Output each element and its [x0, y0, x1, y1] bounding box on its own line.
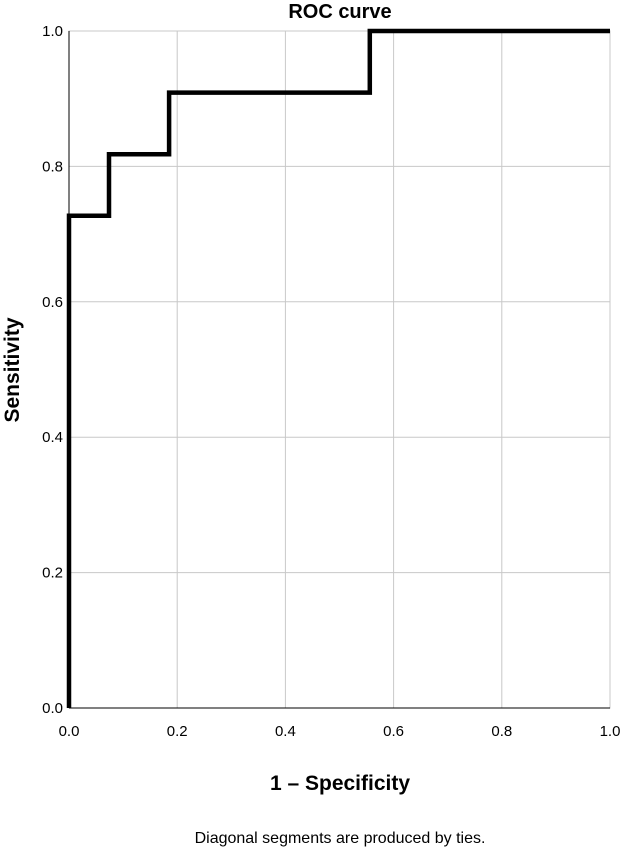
x-tick-label: 0.8 [491, 723, 512, 740]
y-tick-label: 0.0 [42, 700, 63, 717]
y-tick-label: 0.8 [42, 158, 63, 175]
series-group [66, 28, 610, 708]
chart-footnote: Diagonal segments are produced by ties. [195, 830, 486, 847]
x-axis-label: 1 – Specificity [270, 772, 410, 795]
gridlines [68, 30, 611, 709]
plot-area: 0.0 0.2 0.4 0.6 0.8 1.0 0.0 0.2 0.4 0.6 0.8 1.0 [42, 23, 620, 740]
tick-labels: 0.0 0.2 0.4 0.6 0.8 1.0 0.0 0.2 0.4 0.6 0.8 1.0 [42, 23, 620, 740]
x-tick-label: 0.6 [383, 723, 404, 740]
x-tick-label: 0.4 [275, 723, 296, 740]
x-tick-label: 0.0 [59, 723, 80, 740]
y-tick-label: 0.6 [42, 294, 63, 311]
y-tick-label: 0.2 [42, 565, 63, 582]
x-tick-label: 1.0 [600, 723, 621, 740]
y-tick-label: 1.0 [42, 23, 63, 40]
plot-frame [68, 30, 611, 709]
chart-title: ROC curve [288, 1, 391, 23]
y-tick-label: 0.4 [42, 429, 63, 446]
x-tick-label: 0.2 [167, 723, 188, 740]
roc-curve-line [66, 28, 610, 708]
y-axis-label: Sensitivity [1, 317, 24, 422]
